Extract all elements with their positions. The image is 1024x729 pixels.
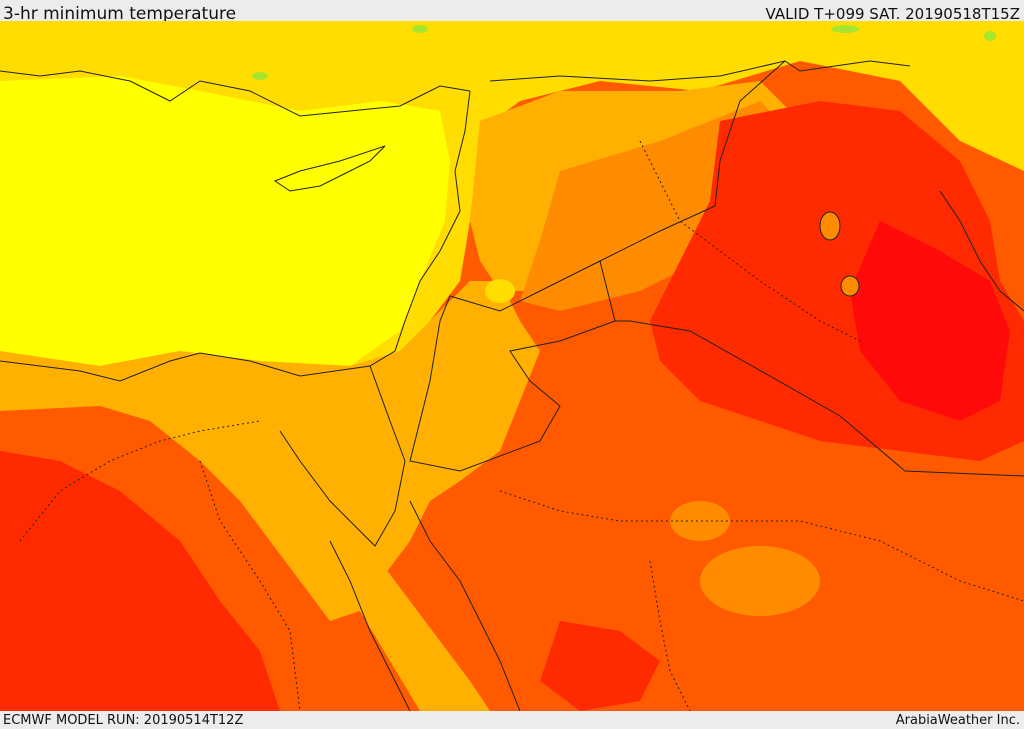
coastline-sinai-gulf (279, 430, 406, 547)
sea-pale-yellow (0, 76, 450, 366)
green-speck-2 (831, 25, 859, 33)
border-syria-iraq (599, 60, 786, 262)
green-speck-1 (412, 25, 428, 33)
credit-label: ArabiaWeather Inc. (895, 713, 1020, 728)
dotted-borders-2 (499, 490, 1024, 602)
green-speck-4 (252, 72, 268, 80)
lake-1 (819, 211, 841, 241)
map-title: 3-hr minimum temperature (3, 4, 237, 24)
temperature-map[interactable] (0, 21, 1024, 711)
dotted-borders-4 (199, 460, 301, 711)
model-run-label: ECMWF MODEL RUN: 20190514T12Z (3, 713, 244, 728)
border-jordan-iraq-saudi (599, 260, 1024, 477)
header-bar: 3-hr minimum temperature VALID T+099 SAT… (0, 0, 1024, 24)
orange-patch-2 (670, 501, 730, 541)
coastline-red-sea-west (329, 540, 411, 711)
amber-band (0, 281, 540, 621)
deep-red-core (850, 221, 1010, 421)
footer-bar: ECMWF MODEL RUN: 20190514T12Z ArabiaWeat… (0, 711, 1024, 729)
dotted-borders-5 (649, 560, 691, 711)
coastline-levant (0, 90, 471, 382)
orange-patch-1 (700, 546, 820, 616)
green-speck-3 (984, 31, 996, 41)
border-egypt-israel (369, 365, 406, 462)
border-jordan (409, 260, 616, 472)
valid-time: VALID T+099 SAT. 20190518T15Z (765, 5, 1020, 23)
saudi-red-patch (540, 621, 660, 711)
egypt-red (0, 451, 280, 711)
border-turkey-syria (489, 60, 911, 82)
cyprus-island (273, 145, 386, 192)
coastline-gulf (939, 190, 1024, 312)
red-sea (290, 451, 490, 711)
orange-patch-3 (485, 279, 515, 303)
lake-2 (840, 275, 860, 297)
coastline-north (0, 70, 471, 117)
map-canvas (0, 21, 1024, 711)
coastline-red-sea-east (409, 500, 521, 711)
